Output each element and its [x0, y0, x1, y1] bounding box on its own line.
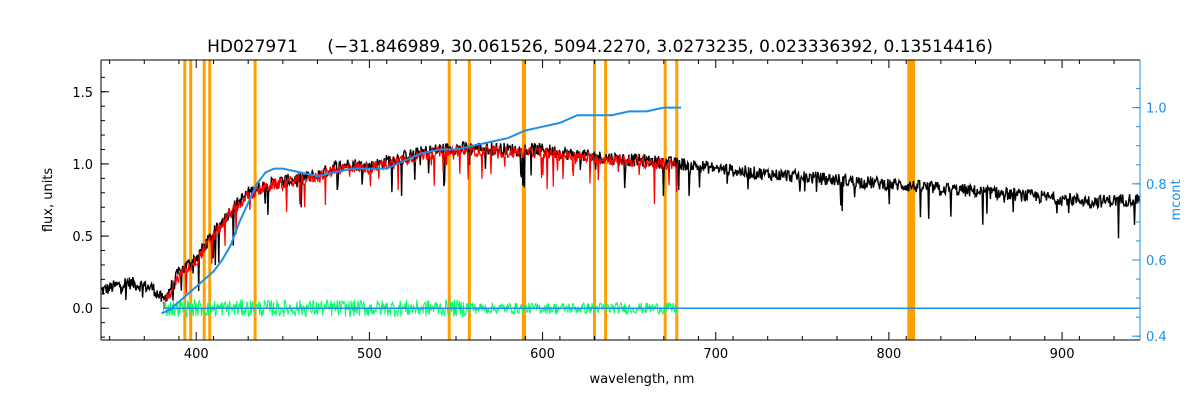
- chart-title-params: (−31.846989, 30.061526, 5094.2270, 3.027…: [327, 37, 993, 57]
- y-axis-label: flux, units: [41, 168, 56, 233]
- series-mcont: [161, 106, 682, 315]
- series-observed: [100, 140, 1141, 302]
- x-tick-label-4: 800: [876, 347, 901, 362]
- chart-title-object: HD027971: [207, 37, 298, 57]
- axes: 400 500 600 700 800 900 0.0 0.5 1.0 1.5 0.4 0.6 0.8 1…: [72, 59, 1167, 362]
- y2-tick-label-1: 0.6: [1146, 254, 1167, 269]
- series-model: [162, 143, 678, 309]
- y-tick-label-1: 0.5: [72, 230, 93, 245]
- y2-tick-label-2: 0.8: [1146, 178, 1167, 193]
- chart-title: HD027971 (−31.846989, 30.061526, 5094.22…: [207, 37, 993, 57]
- x-tick-label-3: 700: [703, 347, 728, 362]
- x-tick-label-5: 900: [1050, 347, 1075, 362]
- y2-tick-label-3: 1.0: [1146, 102, 1167, 117]
- y-tick-label-0: 0.0: [72, 302, 93, 317]
- x-axis-label: wavelength, nm: [590, 372, 695, 387]
- y-tick-label-2: 1.0: [72, 158, 93, 173]
- plot-area: [100, 60, 1141, 340]
- x-tick-label-2: 600: [530, 347, 555, 362]
- y-tick-label-3: 1.5: [72, 86, 93, 101]
- x-tick-label-0: 400: [184, 347, 209, 362]
- y2-tick-label-0: 0.4: [1146, 330, 1167, 345]
- x-tick-label-1: 500: [357, 347, 382, 362]
- y2-axis-label: mcont: [1169, 179, 1184, 220]
